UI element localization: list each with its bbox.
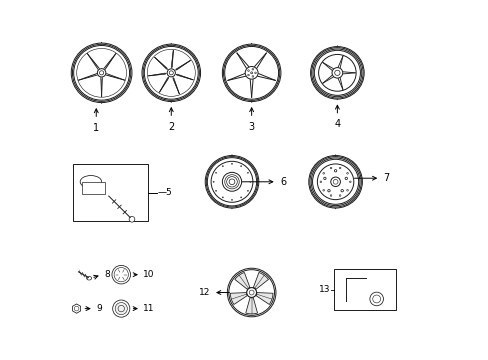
Ellipse shape [224,46,278,99]
Ellipse shape [231,163,232,164]
Ellipse shape [77,49,126,97]
Ellipse shape [205,156,258,208]
Bar [73,164,148,221]
Ellipse shape [112,300,130,317]
Ellipse shape [213,181,214,182]
Polygon shape [253,273,268,289]
Ellipse shape [223,45,279,100]
Ellipse shape [346,172,347,174]
Ellipse shape [115,302,127,315]
Ellipse shape [249,181,250,182]
Text: 2: 2 [168,122,174,132]
Text: 3: 3 [248,122,254,132]
Ellipse shape [323,177,325,180]
Ellipse shape [329,195,331,196]
Polygon shape [72,304,81,313]
Text: 7: 7 [382,173,388,183]
Ellipse shape [318,54,355,91]
Ellipse shape [86,276,91,280]
Ellipse shape [80,176,102,188]
Text: 1: 1 [93,123,99,133]
Ellipse shape [345,177,347,180]
Ellipse shape [322,172,324,174]
Text: 8: 8 [104,270,110,279]
Ellipse shape [222,44,281,102]
Ellipse shape [317,164,353,200]
Ellipse shape [71,43,132,103]
Ellipse shape [311,48,363,98]
Ellipse shape [206,157,257,207]
Ellipse shape [339,195,340,196]
Ellipse shape [312,159,358,204]
Ellipse shape [72,44,130,102]
Text: 12: 12 [199,288,210,297]
Ellipse shape [247,172,248,173]
Ellipse shape [349,181,350,183]
Text: 11: 11 [143,304,155,313]
Ellipse shape [312,49,361,97]
Polygon shape [234,273,249,289]
Text: 6: 6 [280,177,286,187]
Ellipse shape [147,49,195,96]
Ellipse shape [246,288,256,297]
Ellipse shape [247,190,248,191]
Bar [333,269,395,310]
Ellipse shape [310,158,359,206]
Ellipse shape [231,199,232,200]
Ellipse shape [322,189,324,191]
Ellipse shape [340,189,343,192]
Ellipse shape [97,69,105,77]
Ellipse shape [167,69,175,77]
Ellipse shape [346,189,347,191]
Text: 4: 4 [334,119,340,129]
Ellipse shape [144,46,198,99]
Ellipse shape [227,268,275,317]
Ellipse shape [310,46,364,99]
Text: —5: —5 [158,188,172,197]
Ellipse shape [339,167,340,169]
Polygon shape [256,293,272,305]
Ellipse shape [309,157,361,207]
Ellipse shape [114,267,128,282]
Ellipse shape [215,172,216,173]
Text: 9: 9 [96,304,102,313]
Ellipse shape [215,190,216,191]
Ellipse shape [329,167,331,169]
Polygon shape [230,293,247,305]
Polygon shape [245,298,257,314]
Ellipse shape [327,189,329,192]
Ellipse shape [331,68,342,78]
Ellipse shape [222,166,223,167]
Ellipse shape [129,216,135,222]
Text: 13: 13 [318,285,329,294]
Ellipse shape [246,288,256,297]
Bar [82,182,105,194]
Ellipse shape [142,44,200,102]
Ellipse shape [308,156,362,208]
Ellipse shape [143,45,199,100]
Ellipse shape [228,270,274,315]
Ellipse shape [369,292,383,306]
Ellipse shape [112,265,130,284]
Ellipse shape [314,50,360,95]
Ellipse shape [244,67,258,79]
Ellipse shape [330,177,340,186]
Ellipse shape [334,170,336,172]
Text: 10: 10 [143,270,155,279]
Ellipse shape [207,158,256,206]
Ellipse shape [211,161,252,202]
Ellipse shape [222,197,223,198]
Ellipse shape [320,181,321,183]
Ellipse shape [240,197,241,198]
Ellipse shape [240,166,241,167]
Ellipse shape [222,172,241,191]
Ellipse shape [74,45,129,100]
